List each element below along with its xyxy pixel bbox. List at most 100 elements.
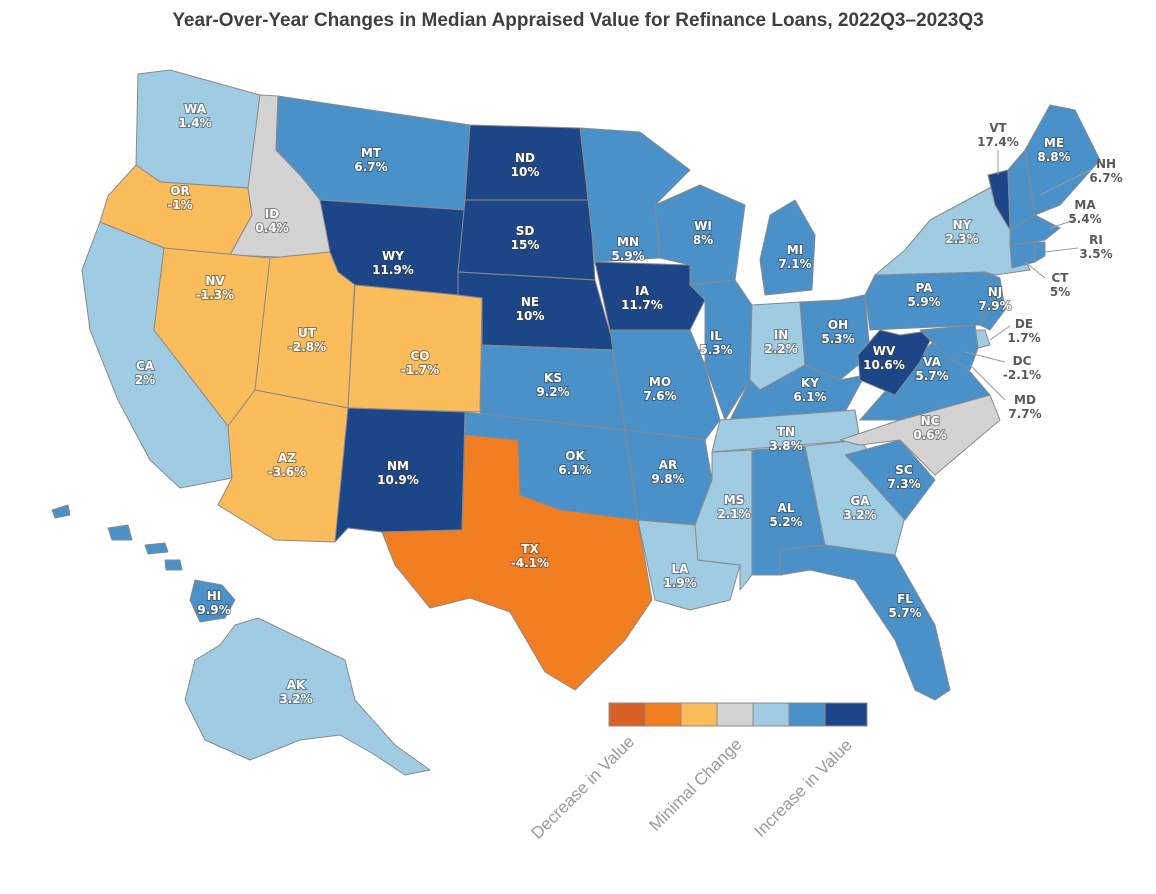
svg-text:CT5%: CT 5% [1050, 271, 1070, 299]
state-AK[interactable] [184, 617, 431, 776]
svg-text:OR-1%: OR -1% [167, 184, 192, 212]
label-ny-abbr: NY [953, 218, 972, 232]
label-id-value: 0.4% [255, 221, 288, 235]
state-CO[interactable] [347, 284, 483, 413]
label-nm-value: 10.9% [377, 473, 419, 487]
label-oh-abbr: OH [828, 318, 848, 332]
leader-ma [1049, 219, 1076, 229]
label-hi-abbr: HI [207, 589, 222, 603]
state-TX[interactable] [381, 434, 653, 691]
svg-text:AR9.8%: AR 9.8% [651, 458, 684, 486]
svg-text:RI3.5%: RI 3.5% [1079, 233, 1112, 261]
label-pa-abbr: PA [916, 281, 934, 295]
state-NJ[interactable] [979, 271, 1006, 331]
svg-text:FL5.7%: FL 5.7% [888, 592, 921, 620]
state-RI[interactable] [1034, 241, 1046, 263]
label-il-value: 5.3% [699, 343, 732, 357]
state-IL[interactable] [689, 279, 753, 421]
svg-text:UT-2.8%: UT -2.8% [288, 326, 326, 354]
svg-text:LA1.9%: LA 1.9% [663, 562, 696, 590]
leader-dc [964, 351, 1006, 363]
label-wi-value: 8% [693, 233, 713, 247]
label-la-value: 1.9% [663, 576, 696, 590]
svg-text:AK3.2%: AK 3.2% [279, 678, 312, 706]
svg-text:OK6.1%: OK 6.1% [558, 449, 591, 477]
label-al-value: 5.2% [769, 515, 802, 529]
state-MD[interactable] [919, 324, 979, 371]
state-MA[interactable] [1009, 214, 1061, 246]
label-sd-abbr: SD [516, 224, 535, 238]
label-tn-abbr: TN [777, 425, 795, 439]
label-mo-abbr: MO [649, 375, 671, 389]
label-ak-abbr: AK [287, 678, 306, 692]
svg-text:MO7.6%: MO 7.6% [643, 375, 676, 403]
svg-text:CA2%: CA 2% [135, 359, 155, 387]
label-in-abbr: IN [774, 328, 789, 342]
label-il-abbr: IL [710, 329, 722, 343]
legend-swatch-decrease-mid [644, 702, 682, 727]
label-nv-value: -1.3% [196, 288, 234, 302]
legend-swatch-increase-light [752, 702, 790, 727]
label-vt-abbr: VT [989, 121, 1007, 135]
label-ma-abbr: MA [1074, 198, 1096, 212]
label-hi-value: 9.9% [197, 603, 230, 617]
label-me-abbr: ME [1044, 136, 1064, 150]
state-CT[interactable] [1009, 241, 1036, 269]
label-in-value: 2.2% [764, 342, 797, 356]
label-wv-value: 10.6% [863, 358, 905, 372]
label-tx-value: -4.1% [511, 556, 549, 570]
state-labels: WA 1.4% OR -1% CA 2% ID 0.4% NV -1.3% UT -2.8%… [134, 101, 1072, 707]
label-nd-value: 10% [511, 165, 540, 179]
svg-text:MD7.7%: MD 7.7% [1008, 393, 1041, 421]
svg-text:IN2.2%: IN 2.2% [764, 328, 797, 356]
svg-text:TX-4.1%: TX -4.1% [511, 542, 549, 570]
label-ky-abbr: KY [801, 376, 819, 390]
label-ia-abbr: IA [635, 284, 649, 298]
state-MI[interactable] [759, 199, 816, 296]
label-sd-value: 15% [511, 238, 540, 252]
svg-text:SC7.3%: SC 7.3% [887, 463, 920, 491]
svg-text:WI8%: WI 8% [693, 219, 713, 247]
label-nh-abbr: NH [1096, 157, 1116, 171]
label-nd-abbr: ND [515, 151, 535, 165]
state-HI[interactable] [189, 579, 236, 623]
legend-minimal-label: Minimal Change [645, 735, 745, 835]
label-wi-abbr: WI [694, 219, 712, 233]
svg-text:MT6.7%: MT 6.7% [354, 146, 387, 174]
legend-swatch-decrease-strong [608, 702, 646, 727]
svg-text:KY6.1%: KY 6.1% [793, 376, 826, 404]
state-FL[interactable] [779, 544, 951, 701]
label-mo-value: 7.6% [643, 389, 676, 403]
legend: Decrease in Value Minimal Change Increas… [527, 702, 868, 843]
label-ct-abbr: CT [1052, 271, 1070, 285]
label-ma-value: 5.4% [1068, 212, 1101, 226]
state-SC[interactable] [844, 439, 936, 521]
label-nv-abbr: NV [205, 274, 225, 288]
svg-text:NV-1.3%: NV -1.3% [196, 274, 234, 302]
svg-text:OH5.3%: OH 5.3% [821, 318, 854, 346]
svg-text:TN3.8%: TN 3.8% [769, 425, 802, 453]
state-WV[interactable] [857, 329, 936, 396]
label-ga-abbr: GA [850, 494, 870, 508]
label-ct-value: 5% [1050, 285, 1070, 299]
label-wa-abbr: WA [184, 102, 207, 116]
island-hi-1 [51, 504, 71, 519]
svg-text:MA5.4%: MA 5.4% [1068, 198, 1101, 226]
legend-increase-label: Increase in Value [750, 735, 855, 840]
label-ok-value: 6.1% [558, 463, 591, 477]
svg-text:CO-1.7%: CO -1.7% [401, 349, 439, 377]
label-ri-value: 3.5% [1079, 247, 1112, 261]
label-fl-abbr: FL [897, 592, 913, 606]
svg-text:WA1.4%: WA 1.4% [178, 102, 211, 130]
label-az-abbr: AZ [278, 451, 296, 465]
label-ks-value: 9.2% [536, 385, 569, 399]
label-pa-value: 5.9% [907, 295, 940, 309]
label-va-abbr: VA [923, 355, 941, 369]
label-nc-value: 0.6% [913, 428, 946, 442]
svg-text:DC-2.1%: DC -2.1% [1003, 354, 1041, 382]
state-IA[interactable] [594, 261, 706, 331]
